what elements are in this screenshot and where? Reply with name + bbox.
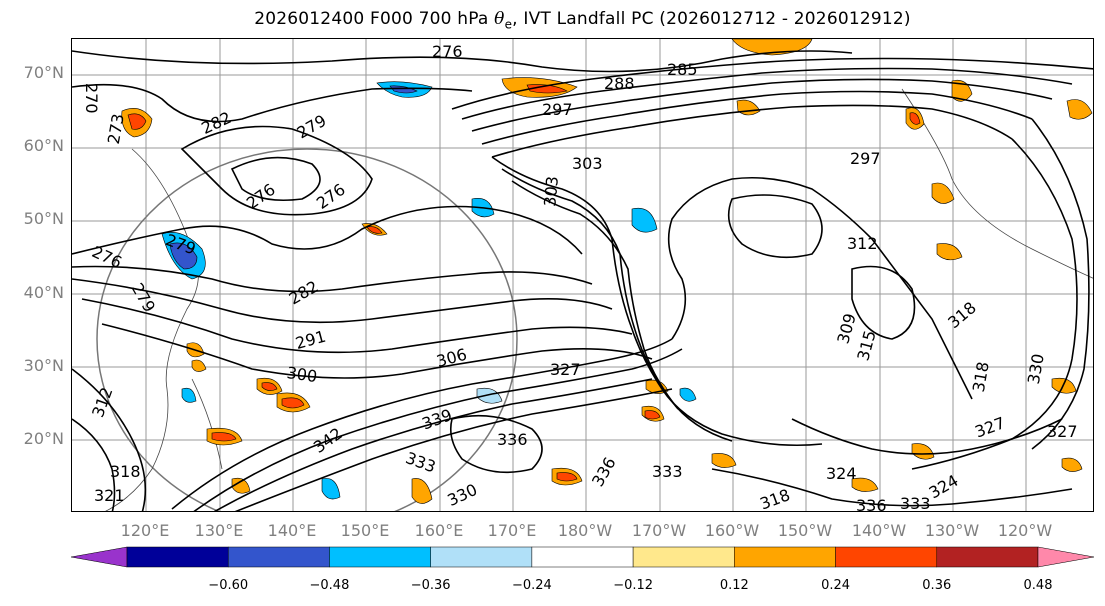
contour-label: 321 (94, 486, 125, 505)
contour-label: 327 (972, 413, 1007, 441)
lon-label: 160°E (414, 521, 464, 540)
lon-label: 180°W (557, 521, 613, 540)
lon-label: 140°E (267, 521, 317, 540)
contour-label: 336 (856, 496, 887, 512)
contour-label: 318 (110, 462, 141, 481)
contour-label: 276 (432, 42, 463, 61)
contour-label: 327 (1047, 422, 1078, 441)
colorbar-segment (734, 546, 836, 568)
contour-label: 279 (294, 111, 330, 143)
lon-label: 130°W (924, 521, 980, 540)
colorbar-tick-label: −0.60 (208, 578, 249, 593)
contour-label: 318 (757, 485, 792, 512)
contour-label: 273 (104, 112, 128, 145)
lat-label-50n: 50°N (23, 209, 64, 228)
colorbar (71, 546, 1095, 568)
contour-label: 330 (1024, 352, 1048, 385)
lat-label-40n: 40°N (23, 283, 64, 302)
lon-label: 170°E (487, 521, 537, 540)
contour-label: 279 (163, 230, 198, 258)
lat-label-30n: 30°N (23, 356, 64, 375)
contour-label: 300 (286, 363, 319, 386)
lon-label: 170°W (631, 521, 687, 540)
contour-label: 318 (969, 360, 993, 393)
colorbar-extend-high (1037, 546, 1095, 568)
colorbar-tick-label: 0.36 (922, 578, 952, 593)
map-panel: 276 288 285 270 273 282 279 297 303 303 … (71, 38, 1094, 512)
contour-label: 333 (900, 494, 931, 512)
graticule (72, 39, 1093, 511)
contour-label: 336 (497, 430, 528, 449)
lon-label: 150°W (777, 521, 833, 540)
contour-label: 315 (853, 328, 879, 362)
colorbar-segment (936, 546, 1039, 568)
colorbar-tick-label: −0.24 (511, 578, 552, 593)
colorbar-tick-label: −0.36 (410, 578, 451, 593)
colorbar-segment (126, 546, 229, 568)
coastlines (105, 88, 1093, 511)
reference-circle (96, 148, 518, 511)
lon-label: 120°E (120, 521, 170, 540)
lon-label: 160°W (704, 521, 760, 540)
lat-label-60n: 60°N (23, 136, 64, 155)
colorbar-tick-label: 0.12 (719, 578, 749, 593)
colorbar-tick-label: 0.24 (821, 578, 851, 593)
colorbar-segment (835, 546, 938, 568)
colorbar-segment (531, 546, 634, 568)
colorbar-segment (430, 546, 533, 568)
contour-label: 333 (403, 448, 438, 476)
colorbar-tick-label: 0.48 (1023, 578, 1053, 593)
colorbar-segment (329, 546, 431, 568)
contour-label: 312 (88, 385, 116, 420)
contour-label: 333 (652, 462, 683, 481)
contour-label-group: 276 288 285 270 273 282 279 297 303 303 … (82, 42, 1078, 512)
colorbar-segment (227, 546, 330, 568)
contour-label: 327 (550, 360, 581, 379)
contour-label: 276 (243, 180, 279, 213)
contour-label: 285 (667, 60, 698, 79)
contour-label: 342 (310, 424, 346, 457)
contour-label: 297 (542, 100, 573, 119)
lon-label: 120°W (997, 521, 1053, 540)
map-canvas: 276 288 285 270 273 282 279 297 303 303 … (72, 39, 1093, 512)
contour-label: 303 (540, 175, 562, 207)
anomaly-patches (121, 39, 1093, 504)
lat-label-70n: 70°N (23, 63, 64, 82)
contour-label: 282 (286, 277, 322, 309)
contour-label: 324 (826, 464, 857, 483)
theta-e-contours (72, 50, 1093, 511)
theta-symbol: θ (494, 9, 505, 29)
map-title: 2026012400 F000 700 hPa θe, IVT Landfall… (254, 9, 911, 32)
lat-label-20n: 20°N (23, 429, 64, 448)
contour-label: 270 (82, 83, 101, 114)
lon-label: 140°W (851, 521, 907, 540)
colorbar-tick-label: −0.12 (613, 578, 654, 593)
colorbar-tick-label: −0.48 (309, 578, 350, 593)
contour-label: 291 (293, 327, 327, 353)
contour-label: 330 (444, 480, 480, 510)
contour-label: 324 (926, 471, 962, 503)
lon-label: 130°E (194, 521, 244, 540)
contour-label: 312 (847, 234, 878, 253)
contour-label: 297 (850, 149, 881, 168)
contour-label: 318 (944, 298, 980, 332)
contour-label: 336 (588, 454, 620, 490)
colorbar-segment (632, 546, 735, 568)
lon-label: 150°E (340, 521, 390, 540)
contour-label: 309 (833, 311, 859, 345)
contour-label: 288 (604, 74, 635, 93)
contour-label: 303 (572, 154, 603, 173)
colorbar-extend-low (71, 546, 128, 568)
